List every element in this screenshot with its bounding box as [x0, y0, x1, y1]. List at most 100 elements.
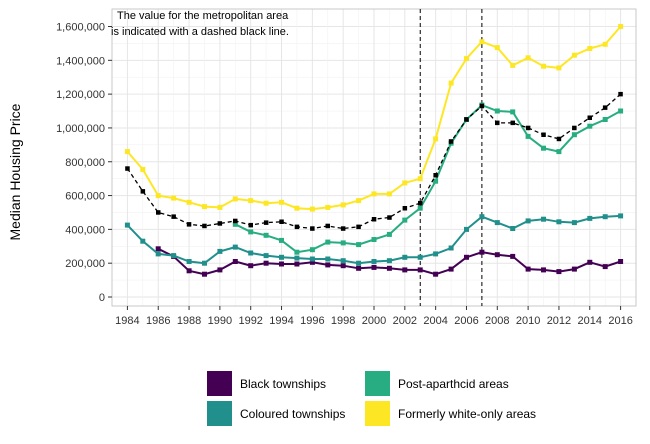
data-point: [464, 117, 469, 122]
data-point: [186, 268, 192, 274]
y-tick-label: 0: [99, 292, 105, 304]
x-tick-label: 1994: [269, 315, 293, 327]
data-point: [309, 206, 315, 212]
legend-swatch: [365, 401, 390, 426]
data-point: [387, 215, 392, 220]
data-point: [541, 145, 546, 151]
y-tick-label: 1,400,000: [56, 55, 105, 67]
data-point: [325, 204, 331, 210]
x-tick-label: 1990: [208, 315, 232, 327]
x-tick-label: 1998: [331, 315, 355, 327]
y-tick-label: 200,000: [65, 258, 105, 270]
legend-item: Formerly white-only areas: [365, 401, 536, 426]
data-point: [587, 215, 593, 221]
data-point: [510, 120, 515, 126]
legend-label: Post-aparthcid areas: [398, 377, 509, 391]
data-point: [156, 210, 161, 215]
data-point: [155, 251, 161, 257]
data-point: [386, 231, 392, 237]
data-point: [587, 115, 592, 120]
series-1: [124, 213, 624, 266]
data-point: [232, 259, 238, 264]
data-point: [140, 238, 146, 244]
legend: Black townships Post-aparthcid areas Colou…: [207, 371, 536, 426]
data-point: [402, 254, 408, 260]
data-point: [155, 246, 161, 252]
data-point: [510, 62, 516, 68]
data-point: [340, 202, 346, 208]
data-point: [356, 260, 362, 266]
legend-label: Formerly white-only areas: [398, 407, 536, 421]
data-point: [294, 224, 300, 230]
x-tick-label: 2008: [485, 315, 509, 327]
data-point: [232, 196, 238, 202]
y-tick-label: 600,000: [65, 191, 105, 203]
data-point: [202, 204, 207, 210]
data-point: [417, 205, 423, 211]
data-point: [325, 223, 330, 229]
data-point: [556, 136, 562, 142]
x-tick-label: 1988: [177, 315, 201, 327]
data-point: [356, 265, 362, 271]
data-point: [448, 80, 454, 86]
data-point: [571, 132, 577, 138]
x-tick-label: 2012: [547, 315, 571, 327]
data-point: [510, 226, 516, 231]
data-point: [279, 254, 284, 260]
annotation-line-2: is indicated with a dashed black line.: [111, 26, 289, 38]
data-point: [556, 65, 562, 71]
data-point: [124, 222, 130, 228]
data-point: [217, 267, 223, 273]
data-point: [525, 55, 531, 61]
data-point: [309, 259, 315, 265]
data-point: [402, 217, 408, 223]
data-point: [525, 133, 531, 139]
series-0: [155, 246, 624, 277]
data-point: [433, 251, 439, 257]
data-point: [248, 263, 254, 269]
y-tick-label: 1,000,000: [56, 123, 105, 135]
data-point: [140, 189, 146, 194]
data-point: [602, 264, 608, 270]
data-point: [202, 260, 207, 266]
data-point: [310, 226, 315, 231]
data-point: [371, 264, 377, 270]
data-point: [279, 261, 284, 267]
legend-swatch: [207, 401, 232, 426]
data-point: [541, 132, 546, 137]
data-point: [433, 173, 438, 178]
data-point: [464, 56, 469, 62]
data-point: [402, 267, 408, 273]
data-point: [525, 266, 531, 272]
data-point: [371, 191, 377, 197]
series-line: [234, 103, 622, 254]
data-point: [433, 136, 439, 142]
data-point: [618, 91, 623, 97]
legend-item: Coloured townships: [207, 401, 345, 426]
x-tick-label: 2000: [362, 315, 386, 327]
series-3: [124, 24, 624, 212]
data-point: [155, 193, 161, 199]
data-point: [171, 214, 176, 219]
data-point: [402, 206, 408, 211]
data-point: [279, 199, 284, 205]
y-tick-label: 400,000: [65, 224, 105, 236]
data-point: [386, 191, 392, 197]
data-point: [618, 213, 624, 219]
data-point: [494, 108, 500, 114]
y-axis-ticks: 0 200,000 400,000 600,000 800,000 1,000,000 1,…: [56, 22, 112, 304]
data-point: [571, 52, 577, 58]
data-point: [263, 200, 269, 206]
data-point: [479, 249, 485, 255]
data-point: [479, 39, 485, 45]
data-point: [309, 247, 315, 253]
data-point: [340, 240, 346, 246]
data-point: [418, 200, 423, 206]
data-point: [510, 109, 516, 115]
data-point: [433, 271, 439, 277]
data-point: [294, 261, 300, 267]
data-point: [325, 239, 331, 245]
data-point: [448, 266, 454, 272]
y-tick-label: 800,000: [65, 157, 105, 169]
